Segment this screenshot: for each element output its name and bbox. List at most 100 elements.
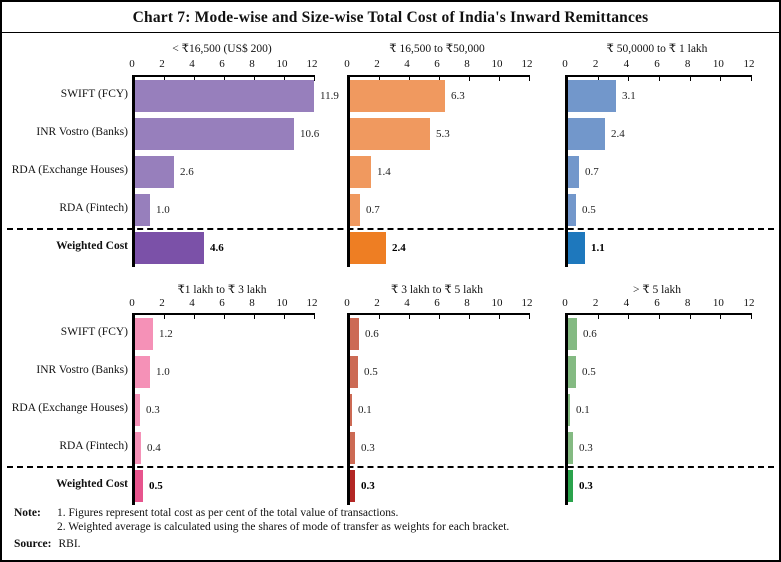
bar-value-label: 0.6 <box>583 328 597 340</box>
mode-bar <box>568 356 576 388</box>
mode-bar <box>135 156 174 188</box>
axis-tick-mark <box>378 315 380 319</box>
note-line-2: 2. Weighted average is calculated using … <box>57 520 510 533</box>
bar-value-label: 1.2 <box>159 328 173 340</box>
category-label: RDA (Exchange Houses) <box>11 164 128 176</box>
axis-tick-mark <box>499 77 500 81</box>
source-label: Source: <box>14 538 52 551</box>
source-row: Source: RBI. <box>14 538 509 552</box>
axis-tick-mark <box>314 77 315 81</box>
plot-area: 1.2 1.0 0.3 0.4 0.5 <box>132 313 315 505</box>
weighted-cost-bar <box>135 232 204 264</box>
axis-tick-label: 12 <box>743 58 755 70</box>
category-label: RDA (Fintech) <box>59 202 128 214</box>
category-label: Weighted Cost <box>56 478 128 490</box>
axis-tick-mark <box>529 315 530 319</box>
axis-tick-label: 12 <box>743 297 755 309</box>
axis-tick-mark <box>253 315 255 319</box>
notes-block: Note: 1. Figures represent total cost as… <box>14 507 509 552</box>
x-axis: 0 2 4 6 8 10 12 <box>129 297 317 313</box>
bar-value-label: 0.4 <box>147 442 161 454</box>
x-axis: 0 2 4 6 8 10 12 <box>344 58 532 75</box>
axis-tick-mark <box>751 315 752 319</box>
mode-bar <box>135 356 150 388</box>
panel-title: < ₹16,500 (US$ 200) <box>172 43 272 55</box>
bar-value-label: 4.6 <box>210 242 224 254</box>
mode-bar <box>568 118 605 150</box>
mode-bar <box>135 432 141 464</box>
axis-tick-mark <box>720 77 722 81</box>
axis-tick-label: 2 <box>592 297 599 309</box>
bar-value-label: 0.5 <box>582 366 596 378</box>
x-axis: 0 2 4 6 8 10 12 <box>562 297 754 313</box>
note-row: Note: 1. Figures represent total cost as… <box>14 507 509 534</box>
bar-value-label: 0.1 <box>576 404 590 416</box>
axis-tick-mark <box>408 315 410 319</box>
axis-tick-mark <box>468 77 470 81</box>
weighted-cost-bar <box>350 232 386 264</box>
bar-value-label: 10.6 <box>300 128 320 140</box>
bar-value-label: 0.3 <box>361 480 375 492</box>
axis-tick-label: 10 <box>276 58 288 70</box>
axis-tick-label: 4 <box>189 58 195 70</box>
axis-tick-mark <box>529 77 530 81</box>
mode-bar <box>350 118 430 150</box>
axis-tick-mark <box>751 77 752 81</box>
axis-tick-mark <box>253 77 255 81</box>
note-label: Note: <box>14 507 41 519</box>
axis-tick-mark <box>314 315 315 319</box>
bar-value-label: 0.6 <box>365 328 379 340</box>
axis-tick-label: 8 <box>464 58 470 70</box>
axis-tick-mark <box>163 77 165 81</box>
axis-tick-mark <box>468 315 470 319</box>
bar-value-label: 0.5 <box>149 480 163 492</box>
axis-tick-mark <box>193 315 195 319</box>
axis-tick-label: 6 <box>219 297 225 309</box>
category-label: INR Vostro (Banks) <box>36 364 128 376</box>
plot-area: 0.6 0.5 0.1 0.3 0.3 <box>565 313 752 505</box>
bar-value-label: 0.7 <box>366 204 380 216</box>
axis-tick-mark <box>689 77 691 81</box>
bar-value-label: 0.5 <box>582 204 596 216</box>
axis-tick-label: 6 <box>434 297 440 309</box>
axis-tick-label: 10 <box>491 297 503 309</box>
panel-title: > ₹ 5 lakh <box>633 284 681 296</box>
weighted-cost-bar <box>135 470 143 502</box>
bar-value-label: 1.0 <box>156 366 170 378</box>
x-axis: 0 2 4 6 8 10 12 <box>344 297 532 313</box>
axis-tick-label: 12 <box>521 297 533 309</box>
axis-tick-mark <box>659 77 660 81</box>
axis-tick-label: 2 <box>159 297 165 309</box>
panel-title: ₹1 lakh to ₹ 3 lakh <box>177 284 267 296</box>
axis-tick-mark <box>689 315 691 319</box>
panel-title: ₹ 3 lakh to ₹ 5 lakh <box>391 284 483 296</box>
axis-tick-label: 8 <box>684 58 691 70</box>
axis-tick-label: 2 <box>159 58 165 70</box>
axis-tick-label: 2 <box>374 297 380 309</box>
weighted-separator-bottom-row <box>7 466 774 468</box>
axis-tick-mark <box>439 315 440 319</box>
axis-tick-mark <box>499 315 500 319</box>
bar-value-label: 2.6 <box>180 166 194 178</box>
panel-title: ₹ 50,0000 to ₹ 1 lakh <box>606 43 708 55</box>
bar-value-label: 6.3 <box>451 90 465 102</box>
axis-tick-label: 0 <box>562 297 568 309</box>
axis-tick-label: 10 <box>491 58 503 70</box>
axis-tick-label: 2 <box>374 58 380 70</box>
category-label: INR Vostro (Banks) <box>36 126 128 138</box>
category-label: Weighted Cost <box>56 240 128 252</box>
category-label: RDA (Fintech) <box>59 440 128 452</box>
axis-tick-label: 10 <box>712 297 724 309</box>
source-text: RBI. <box>58 538 81 551</box>
mode-bar <box>568 156 579 188</box>
axis-tick-label: 8 <box>684 297 691 309</box>
axis-tick-label: 6 <box>654 297 660 309</box>
x-axis: 0 2 4 6 8 10 12 <box>562 58 754 75</box>
axis-tick-label: 0 <box>129 297 135 309</box>
note-lines: 1. Figures represent total cost as per c… <box>57 507 509 534</box>
weighted-separator-top-row <box>7 228 774 230</box>
bar-value-label: 3.1 <box>622 90 636 102</box>
mode-bar <box>568 318 577 350</box>
axis-tick-mark <box>224 315 225 319</box>
category-label: RDA (Exchange Houses) <box>11 402 128 414</box>
